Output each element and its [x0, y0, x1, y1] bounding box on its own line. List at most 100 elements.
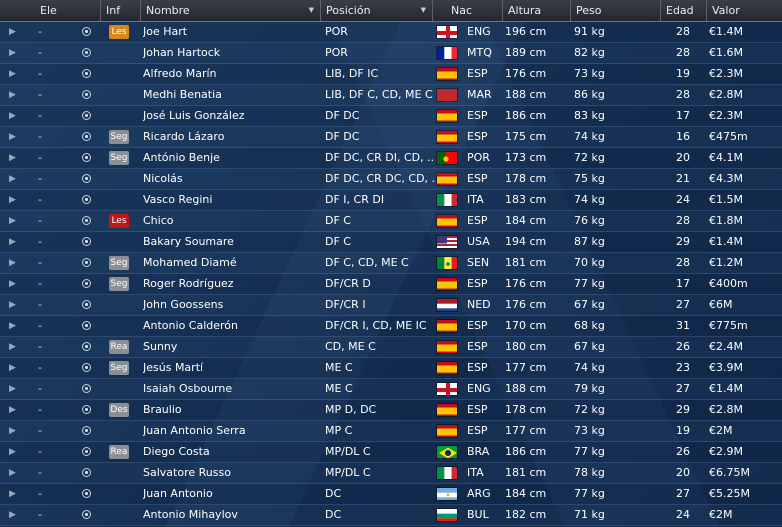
col-header-nombre[interactable]: Nombre ▼ [140, 0, 320, 21]
expand-arrow-icon[interactable]: ▶ [9, 69, 16, 79]
player-name[interactable]: Nicolás [143, 172, 183, 185]
radio-button[interactable] [82, 237, 91, 246]
expand-arrow-icon[interactable]: ▶ [9, 426, 16, 436]
radio-button[interactable] [82, 258, 91, 267]
radio-button[interactable] [82, 48, 91, 57]
expand-arrow-icon[interactable]: ▶ [9, 489, 16, 499]
expand-arrow-icon[interactable]: ▶ [9, 510, 16, 520]
status-badge[interactable]: Rea [109, 445, 129, 459]
player-name[interactable]: Diego Costa [143, 445, 210, 458]
col-header-valor[interactable]: Valor [706, 0, 782, 21]
radio-button[interactable] [82, 174, 91, 183]
expand-arrow-icon[interactable]: ▶ [9, 300, 16, 310]
player-name[interactable]: Salvatore Russo [143, 466, 231, 479]
expand-arrow-icon[interactable]: ▶ [9, 258, 16, 268]
table-row[interactable]: ▶ - Bakary Soumare DF C USA 194 cm 87 kg… [0, 232, 782, 253]
radio-button[interactable] [82, 489, 91, 498]
table-row[interactable]: ▶ - Juan Antonio DC ARG 184 cm 77 kg 27 … [0, 484, 782, 505]
table-row[interactable]: ▶ - Juan Antonio Serra MP C ESP 177 cm 7… [0, 421, 782, 442]
status-badge[interactable]: Seg [109, 256, 129, 270]
player-name[interactable]: Juan Antonio Serra [143, 424, 246, 437]
radio-button[interactable] [82, 468, 91, 477]
table-row[interactable]: ▶ - Antonio Mihaylov DC BUL 182 cm 71 kg… [0, 505, 782, 526]
player-name[interactable]: Vasco Regini [143, 193, 213, 206]
radio-button[interactable] [82, 216, 91, 225]
radio-button[interactable] [82, 279, 91, 288]
col-header-ele[interactable]: Ele [40, 4, 57, 17]
player-name[interactable]: Juan Antonio [143, 487, 213, 500]
expand-arrow-icon[interactable]: ▶ [9, 447, 16, 457]
expand-arrow-icon[interactable]: ▶ [9, 132, 16, 142]
radio-button[interactable] [82, 111, 91, 120]
expand-arrow-icon[interactable]: ▶ [9, 27, 16, 37]
radio-button[interactable] [82, 27, 91, 36]
expand-arrow-icon[interactable]: ▶ [9, 363, 16, 373]
radio-button[interactable] [82, 300, 91, 309]
player-name[interactable]: John Goossens [143, 298, 224, 311]
expand-arrow-icon[interactable]: ▶ [9, 111, 16, 121]
table-row[interactable]: ▶ - Alfredo Marín LIB, DF IC ESP 176 cm … [0, 64, 782, 85]
table-row[interactable]: ▶ - John Goossens DF/CR I NED 176 cm 67 … [0, 295, 782, 316]
status-badge[interactable]: Seg [109, 130, 129, 144]
table-row[interactable]: ▶ - Seg Ricardo Lázaro DF DC ESP 175 cm … [0, 127, 782, 148]
table-row[interactable]: ▶ - Rea Diego Costa MP/DL C BRA 186 cm 7… [0, 442, 782, 463]
status-badge[interactable]: Seg [109, 277, 129, 291]
expand-arrow-icon[interactable]: ▶ [9, 405, 16, 415]
table-row[interactable]: ▶ - Medhi Benatia LIB, DF C, CD, ME C MA… [0, 85, 782, 106]
col-header-posicion[interactable]: Posición ▼ [320, 0, 432, 21]
expand-arrow-icon[interactable]: ▶ [9, 174, 16, 184]
radio-button[interactable] [82, 510, 91, 519]
radio-button[interactable] [82, 90, 91, 99]
table-row[interactable]: ▶ - Antonio Calderón DF/CR I, CD, ME IC … [0, 316, 782, 337]
expand-arrow-icon[interactable]: ▶ [9, 468, 16, 478]
player-name[interactable]: Medhi Benatia [143, 88, 222, 101]
expand-arrow-icon[interactable]: ▶ [9, 342, 16, 352]
col-header-inf[interactable]: Inf [100, 0, 140, 21]
table-row[interactable]: ▶ - Seg Roger Rodríguez DF/CR D ESP 176 … [0, 274, 782, 295]
status-badge[interactable]: Les [109, 214, 129, 228]
radio-button[interactable] [82, 363, 91, 372]
player-name[interactable]: Mohamed Diamé [143, 256, 237, 269]
table-row[interactable]: ▶ - Les Chico DF C ESP 184 cm 76 kg 28 €… [0, 211, 782, 232]
player-name[interactable]: José Luis González [143, 109, 245, 122]
player-name[interactable]: Antonio Calderón [143, 319, 239, 332]
expand-arrow-icon[interactable]: ▶ [9, 237, 16, 247]
status-badge[interactable]: Seg [109, 151, 129, 165]
player-name[interactable]: Bakary Soumare [143, 235, 234, 248]
player-name[interactable]: António Benje [143, 151, 220, 164]
table-row[interactable]: ▶ - Vasco Regini DF I, CR DI ITA 183 cm … [0, 190, 782, 211]
radio-button[interactable] [82, 447, 91, 456]
radio-button[interactable] [82, 426, 91, 435]
player-name[interactable]: Alfredo Marín [143, 67, 217, 80]
col-header-nac[interactable]: Nac [432, 0, 502, 21]
radio-button[interactable] [82, 153, 91, 162]
table-row[interactable]: ▶ - Salvatore Russo MP/DL C ITA 181 cm 7… [0, 463, 782, 484]
expand-arrow-icon[interactable]: ▶ [9, 384, 16, 394]
player-name[interactable]: Roger Rodríguez [143, 277, 234, 290]
table-row[interactable]: ▶ - Seg António Benje DF DC, CR DI, CD, … [0, 148, 782, 169]
radio-button[interactable] [82, 405, 91, 414]
player-name[interactable]: Antonio Mihaylov [143, 508, 238, 521]
radio-button[interactable] [82, 69, 91, 78]
radio-button[interactable] [82, 195, 91, 204]
player-name[interactable]: Jesús Martí [143, 361, 204, 374]
expand-arrow-icon[interactable]: ▶ [9, 195, 16, 205]
player-name[interactable]: Chico [143, 214, 174, 227]
expand-arrow-icon[interactable]: ▶ [9, 279, 16, 289]
table-row[interactable]: ▶ - José Luis González DF DC ESP 186 cm … [0, 106, 782, 127]
player-name[interactable]: Johan Hartock [143, 46, 221, 59]
table-row[interactable]: ▶ - Seg Jesús Martí ME C ESP 177 cm 74 k… [0, 358, 782, 379]
radio-button[interactable] [82, 321, 91, 330]
col-header-peso[interactable]: Peso [570, 0, 660, 21]
table-row[interactable]: ▶ - Johan Hartock POR MTQ 189 cm 82 kg 2… [0, 43, 782, 64]
radio-button[interactable] [82, 132, 91, 141]
status-badge[interactable]: Rea [109, 340, 129, 354]
col-header-edad[interactable]: Edad [660, 0, 706, 21]
table-row[interactable]: ▶ - Rea Sunny CD, ME C ESP 180 cm 67 kg … [0, 337, 782, 358]
expand-arrow-icon[interactable]: ▶ [9, 153, 16, 163]
player-name[interactable]: Braulio [143, 403, 182, 416]
radio-button[interactable] [82, 384, 91, 393]
player-name[interactable]: Sunny [143, 340, 178, 353]
radio-button[interactable] [82, 342, 91, 351]
status-badge[interactable]: Seg [109, 361, 129, 375]
